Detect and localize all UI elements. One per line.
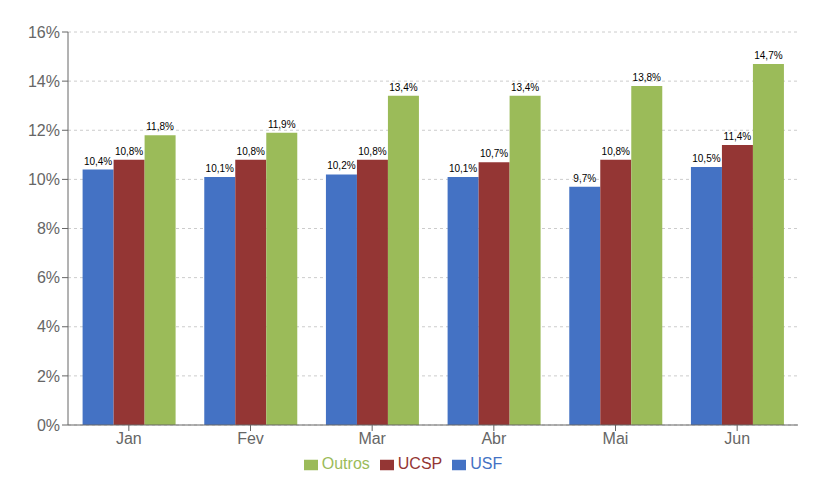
svg-text:Jun: Jun xyxy=(724,430,750,447)
svg-text:6%: 6% xyxy=(37,269,60,286)
svg-text:14%: 14% xyxy=(28,73,60,90)
svg-text:Abr: Abr xyxy=(481,430,507,447)
svg-text:0%: 0% xyxy=(37,417,60,434)
svg-text:13,4%: 13,4% xyxy=(389,82,417,93)
svg-text:12%: 12% xyxy=(28,122,60,139)
svg-text:10,2%: 10,2% xyxy=(327,160,355,171)
svg-text:13,8%: 13,8% xyxy=(633,72,661,83)
svg-text:10,1%: 10,1% xyxy=(206,163,234,174)
svg-text:Fev: Fev xyxy=(237,430,264,447)
svg-text:13,4%: 13,4% xyxy=(511,82,539,93)
svg-text:2%: 2% xyxy=(37,368,60,385)
svg-text:10,1%: 10,1% xyxy=(449,163,477,174)
html-text:Outros: Outros xyxy=(321,455,370,472)
svg-text:11,8%: 11,8% xyxy=(146,121,174,132)
svg-text:4%: 4% xyxy=(37,318,60,335)
svg-text:10,8%: 10,8% xyxy=(602,146,630,157)
svg-text:Jan: Jan xyxy=(116,430,142,447)
svg-text:8%: 8% xyxy=(37,220,60,237)
svg-text:10,8%: 10,8% xyxy=(115,146,143,157)
html-text:UCSP: UCSP xyxy=(397,455,443,472)
svg-text:Mai: Mai xyxy=(603,430,629,447)
svg-text:10,8%: 10,8% xyxy=(358,146,386,157)
svg-text:10%: 10% xyxy=(28,171,60,188)
svg-text:Mar: Mar xyxy=(358,430,386,447)
svg-text:16%: 16% xyxy=(28,24,60,41)
svg-text:9,7%: 9,7% xyxy=(573,173,596,184)
svg-text:11,9%: 11,9% xyxy=(268,119,296,130)
svg-text:10,4%: 10,4% xyxy=(84,156,112,167)
svg-text:10,8%: 10,8% xyxy=(237,146,265,157)
svg-text:14,7%: 14,7% xyxy=(754,50,782,61)
svg-text:10,5%: 10,5% xyxy=(692,153,720,164)
svg-text:10,7%: 10,7% xyxy=(480,148,508,159)
html-text:USF: USF xyxy=(470,455,503,472)
svg-text:11,4%: 11,4% xyxy=(724,131,752,142)
